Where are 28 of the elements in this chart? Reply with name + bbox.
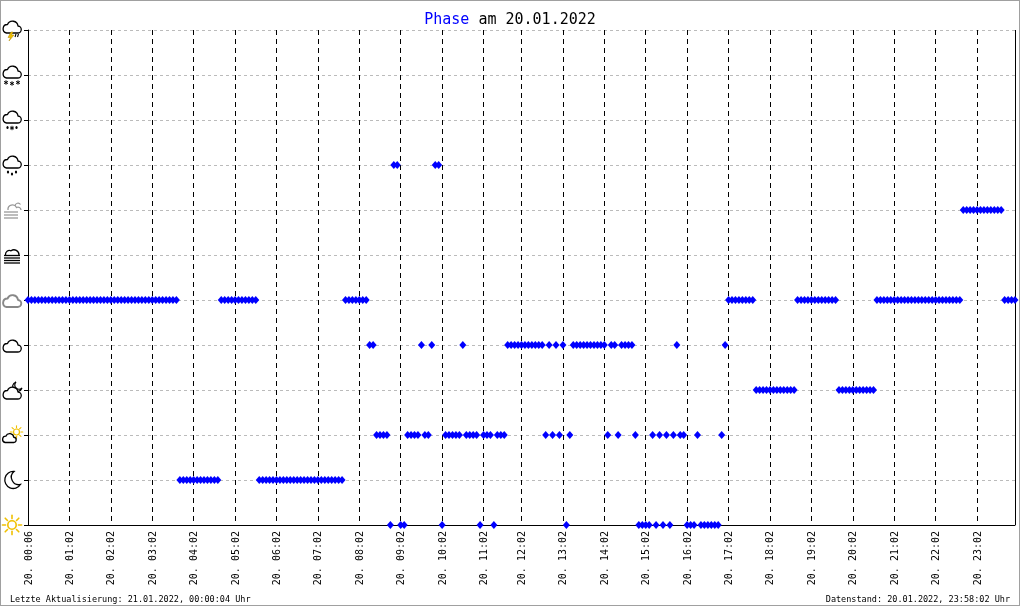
x-tick-label: 20. 22:02 (930, 531, 942, 586)
x-tick-label: 20. 23:02 (971, 531, 983, 586)
x-tick-label: 20. 16:02 (681, 531, 693, 586)
x-tick-label: 20. 11:02 (478, 531, 490, 586)
x-tick-label: 20. 14:02 (598, 531, 610, 586)
x-tick-label: 20. 01:02 (63, 531, 75, 586)
x-tick-label: 20. 05:02 (229, 531, 241, 586)
x-tick-label: 20. 02:02 (105, 531, 117, 586)
x-tick-label: 20. 09:02 (395, 531, 407, 586)
chart-title: am 20.01.2022 (478, 9, 596, 28)
x-tick-label: 20. 18:02 (764, 531, 776, 586)
x-tick-label: 20. 07:02 (312, 531, 324, 586)
x-tick-label: 20. 06:02 (270, 531, 282, 586)
x-tick-label: 20. 21:02 (888, 531, 900, 586)
x-tick-label: 20. 08:02 (353, 531, 365, 586)
x-tick-label: 20. 20:02 (847, 531, 859, 586)
x-tick-label: 20. 17:02 (723, 531, 735, 586)
x-tick-label: 20. 19:02 (805, 531, 817, 586)
x-tick-label: 20. 15:02 (640, 531, 652, 586)
x-tick-label: 20. 10:02 (436, 531, 448, 586)
text: Letzte Aktualisierung: 21.01.2022, 00:00:04 Uhr (10, 593, 251, 604)
x-tick-label: 20. 13:02 (557, 531, 569, 586)
text: Phase (424, 9, 470, 28)
x-tick-label: 20. 12:02 (516, 531, 527, 586)
text: Datenstand: 20.01.2022, 23:58:02 Uhr (825, 593, 1011, 604)
x-tick-label: 20. 00:06 (22, 531, 34, 586)
x-tick-label: 20. 04:02 (188, 531, 200, 586)
x-tick-label: 20. 03:02 (146, 531, 158, 586)
